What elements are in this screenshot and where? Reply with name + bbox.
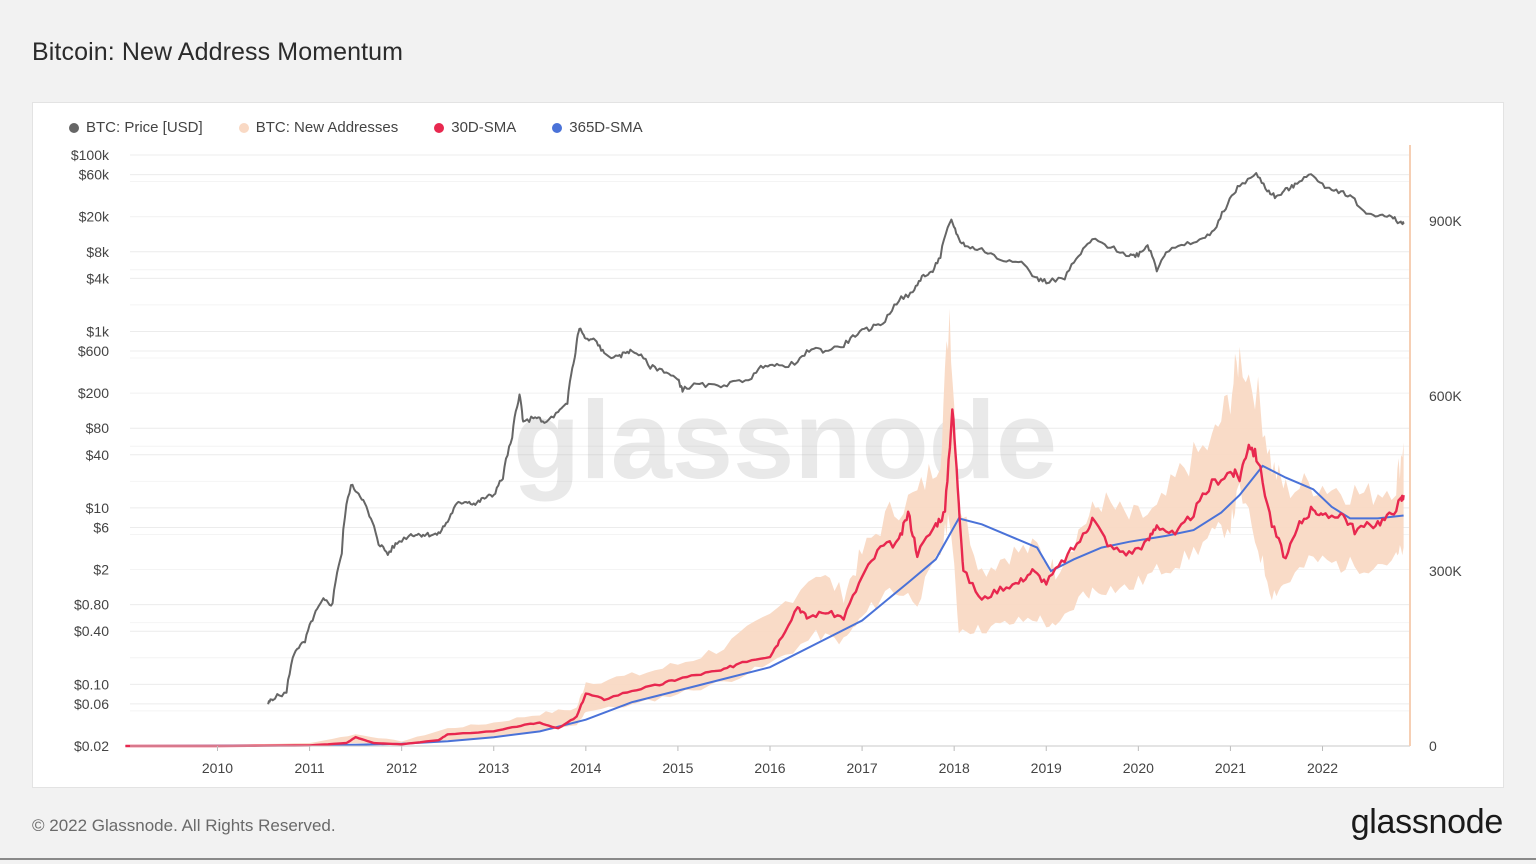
bottom-divider: [0, 858, 1536, 860]
series-365d-sma-line: [125, 464, 1404, 747]
right-tick-label: 600K: [1429, 388, 1462, 404]
x-tick-label: 2015: [662, 760, 693, 776]
watermark: glassnode: [513, 379, 1057, 502]
x-tick-label: 2011: [295, 760, 325, 776]
x-tick-label: 2021: [1215, 760, 1246, 776]
x-tick-label: 2019: [1031, 760, 1062, 776]
x-tick-label: 2020: [1123, 760, 1154, 776]
legend-item-30d-sma[interactable]: 30D-SMA: [434, 119, 516, 136]
left-tick-label: $600: [78, 343, 109, 359]
legend-item-365d-sma[interactable]: 365D-SMA: [552, 119, 643, 136]
axes: $100k $60k $20k $8k $4k $1k $600 $200 $80 $40 $10 $…: [71, 145, 1462, 776]
left-tick-label: $0.06: [74, 696, 109, 712]
grid-lines: [130, 154, 1410, 747]
chart-legend: BTC: Price [USD] BTC: New Addresses 30D-…: [69, 119, 679, 136]
legend-item-new-addresses[interactable]: BTC: New Addresses: [238, 119, 399, 136]
legend-item-price[interactable]: BTC: Price [USD]: [69, 119, 203, 136]
left-tick-label: $1k: [86, 323, 110, 339]
right-tick-label: 0: [1429, 738, 1437, 754]
left-tick-label: $20k: [79, 209, 110, 225]
copyright-text: © 2022 Glassnode. All Rights Reserved.: [32, 816, 336, 835]
x-tick-label: 2016: [754, 760, 785, 776]
left-tick-label: $2: [93, 562, 109, 578]
left-tick-label: $0.40: [74, 623, 109, 639]
left-tick-label: $80: [86, 420, 110, 436]
left-tick-label: $0.02: [74, 738, 109, 754]
page-title: Bitcoin: New Address Momentum: [32, 38, 404, 66]
x-tick-label: 2022: [1307, 760, 1338, 776]
series-lines: [125, 172, 1405, 748]
left-tick-label: $40: [86, 447, 110, 463]
left-tick-label: $8k: [86, 244, 110, 260]
left-tick-label: $4k: [86, 270, 110, 286]
legend-dot-30d-sma: [434, 122, 445, 133]
legend-dot-365d-sma: [552, 122, 563, 133]
legend-dot-new-addresses: [238, 122, 249, 133]
legend-dot-price: [69, 122, 79, 133]
left-tick-label: $6: [93, 519, 109, 535]
left-tick-label: $200: [78, 385, 109, 401]
left-tick-label: $10: [86, 500, 110, 516]
glassnode-logo: glassnode: [1350, 803, 1504, 841]
series-price-line: [267, 172, 1405, 705]
series-30d-sma-line: [125, 408, 1405, 748]
left-tick-label: $0.10: [74, 676, 109, 692]
x-tick-label: 2018: [939, 760, 970, 776]
left-tick-label: $100k: [71, 147, 110, 163]
chart-canvas: glassnode $100k $60k $20k $8k $4k $1k $600 $200…: [71, 145, 1462, 776]
left-tick-label: $60k: [79, 167, 110, 183]
right-tick-label: 900K: [1429, 213, 1462, 229]
legend-label-price: BTC: Price [USD]: [86, 119, 203, 136]
x-tick-label: 2012: [386, 760, 417, 776]
x-tick-label: 2017: [847, 760, 878, 776]
legend-label-new-addresses: BTC: New Addresses: [255, 119, 399, 136]
chart-panel: BTC: Price [USD] BTC: New Addresses 30D-…: [32, 102, 1504, 788]
x-tick-label: 2010: [202, 760, 233, 776]
x-tick-label: 2013: [478, 760, 509, 776]
legend-label-30d-sma: 30D-SMA: [451, 119, 517, 136]
legend-label-365d-sma: 365D-SMA: [569, 119, 643, 136]
left-tick-label: $0.80: [74, 597, 109, 613]
x-tick-label: 2014: [570, 760, 601, 776]
right-tick-label: 300K: [1429, 563, 1462, 579]
